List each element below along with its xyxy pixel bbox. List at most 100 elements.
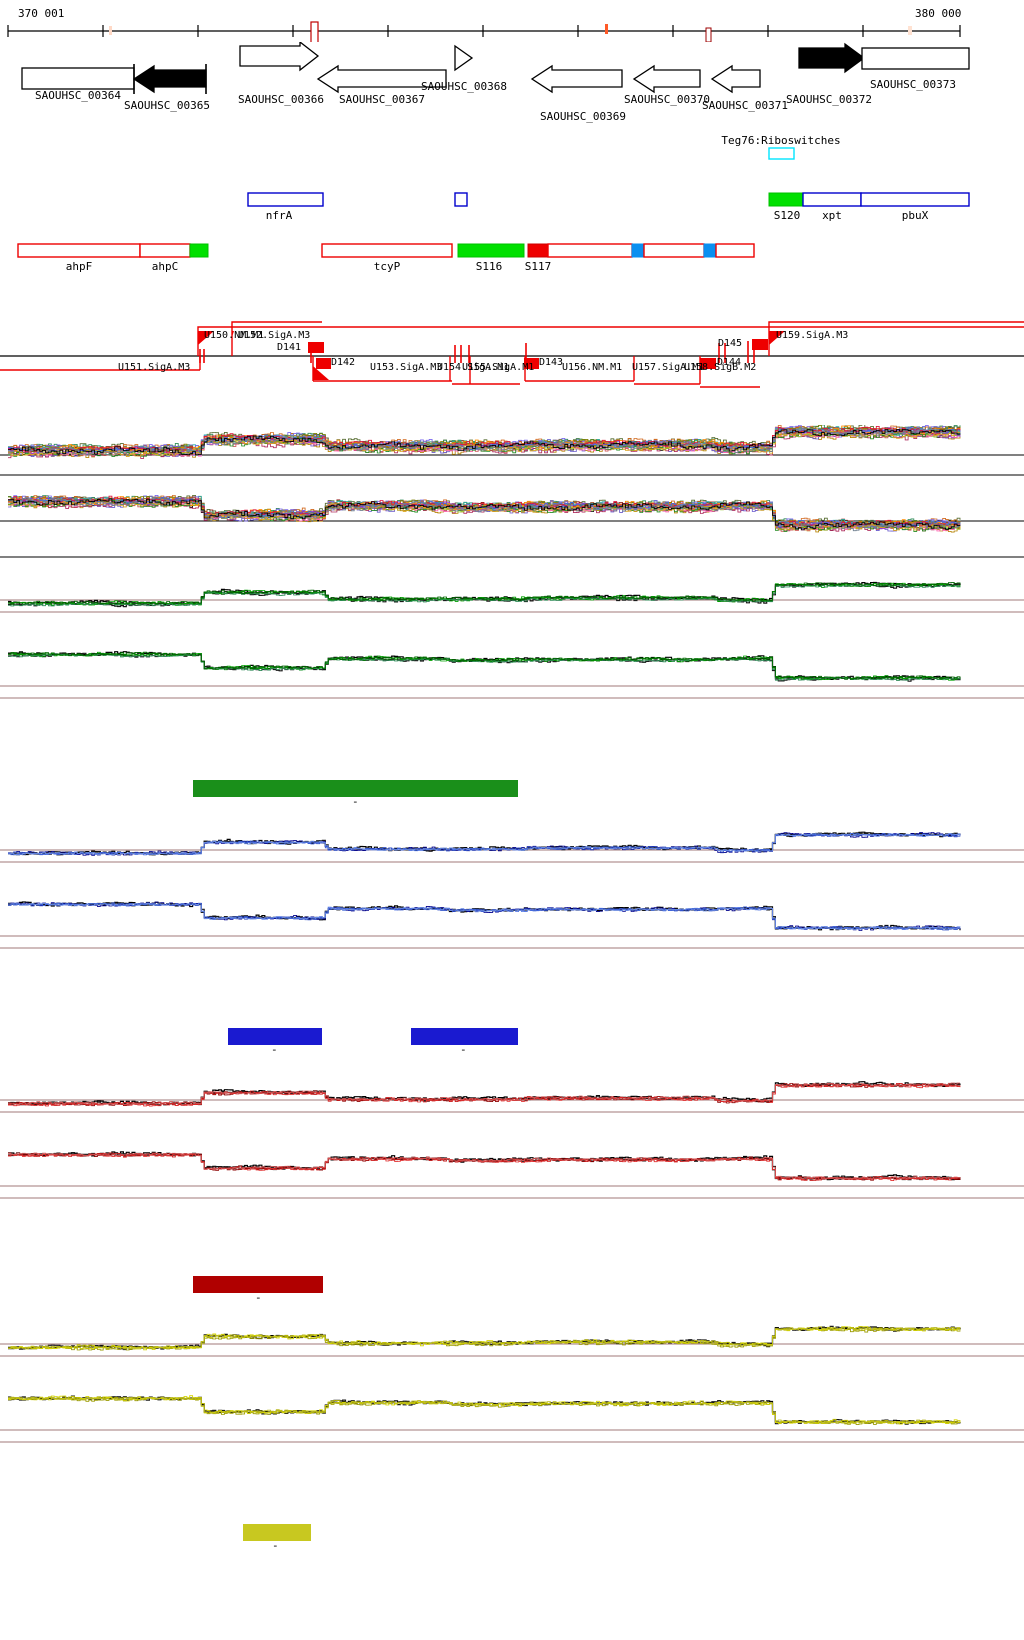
cds-track: SAOUHSC_00364 SAOUHSC_00365 SAOUHSC_0036… — [0, 42, 1024, 122]
gene-SAOUHSC_00369 — [530, 64, 623, 94]
feature-label-tcyP: tcyP — [373, 260, 401, 273]
riboswitch-label: Teg76:Riboswitches — [721, 134, 841, 147]
blue-condition-plot — [0, 831, 1024, 949]
feature-label-S116: S116 — [475, 260, 503, 273]
yellow-marker-label: - — [272, 1539, 279, 1552]
term-block-D144 — [700, 358, 716, 369]
red-condition-plot — [0, 1081, 1024, 1199]
riboswitch-box[interactable] — [0, 147, 1024, 163]
term-label-D142: D142 — [331, 357, 356, 368]
gene-SAOUHSC_00371 — [710, 64, 761, 94]
term-label-D145: D145 — [718, 338, 743, 349]
feature-green-blocklet-1 — [189, 243, 209, 258]
feature-xpt — [802, 192, 862, 207]
red-condition-marker[interactable]: - — [0, 1276, 1024, 1304]
feature-red-blocklet-1 — [547, 243, 633, 258]
term-label-D144: D144 — [717, 357, 742, 368]
term-label-D141: D141 — [277, 342, 302, 353]
gene-label-SAOUHSC_00367: SAOUHSC_00367 — [338, 93, 426, 106]
gene-SAOUHSC_00370 — [632, 64, 701, 94]
tss-label-U152: U152.SigA.M3 — [238, 330, 311, 341]
green-marker-bar[interactable] — [0, 780, 1024, 808]
feature-label-xpt: xpt — [822, 209, 842, 222]
red-marker-label: - — [255, 1291, 262, 1304]
tss-label-U155: U155.SigA.M1 — [462, 362, 535, 373]
gene-label-SAOUHSC_00365: SAOUHSC_00365 — [123, 99, 211, 112]
gene-label-SAOUHSC_00364: SAOUHSC_00364 — [34, 89, 122, 102]
coord-end-label: 380 000 — [915, 7, 962, 20]
tick-mark-red-1 — [310, 21, 319, 42]
gene-SAOUHSC_00368 — [454, 44, 474, 72]
ncrna-track: nfrA S120 xpt pbuX — [0, 190, 1024, 230]
gene-label-SAOUHSC_00369: SAOUHSC_00369 — [539, 110, 627, 123]
gene-SAOUHSC_00372 — [798, 42, 866, 74]
term-block-D145 — [752, 339, 768, 350]
riboswitch-track: Teg76:Riboswitches — [0, 130, 1024, 165]
term-label-D143: D143 — [539, 357, 564, 368]
feature-ahpC — [139, 243, 191, 258]
red-condition-panel — [0, 1078, 1024, 1223]
green-condition-plot — [0, 581, 1024, 699]
term-block-D141 — [308, 342, 324, 353]
green-marker-label: - — [352, 795, 359, 808]
gene-SAOUHSC_00364 — [21, 67, 135, 90]
blue-condition-markers[interactable]: - - — [0, 1028, 1024, 1056]
term-block-D142 — [316, 358, 331, 369]
ruler-axis — [7, 21, 961, 42]
tss-label-U154: U154.SigA.M1 — [437, 362, 510, 373]
gene-label-SAOUHSC_00372: SAOUHSC_00372 — [785, 93, 873, 106]
operon-track: ahpF ahpC tcyP S116 S117 — [0, 242, 1024, 282]
gene-label-SAOUHSC_00368: SAOUHSC_00368 — [420, 80, 508, 93]
yellow-condition-marker[interactable]: - — [0, 1524, 1024, 1552]
gene-SAOUHSC_00367 — [316, 64, 447, 94]
gene-SAOUHSC_00373 — [861, 47, 970, 70]
all-conditions-plot — [0, 425, 1024, 558]
cds-shapes — [21, 42, 970, 94]
tss-label-U159: U159.SigA.M3 — [776, 330, 849, 341]
tick-mark-pale-2 — [908, 26, 912, 35]
yellow-condition-plot — [0, 1325, 1024, 1443]
red-marker-bar[interactable] — [0, 1276, 1024, 1304]
blue-marker-label-2: - — [460, 1043, 467, 1056]
feature-ahpF — [17, 243, 141, 258]
feature-S120 — [768, 192, 804, 207]
tss-flag-U150 — [198, 331, 214, 345]
tick-mark-pale-1 — [109, 26, 112, 35]
tss-label-U157: U157.SigA.M1 — [632, 362, 705, 373]
ncrna-shapes — [247, 192, 970, 207]
feature-label-S120: S120 — [773, 209, 801, 222]
green-condition-marker[interactable]: - — [0, 780, 1024, 808]
feature-S117 — [527, 243, 549, 258]
feature-nfrA — [247, 192, 324, 207]
feature-label-ahpC: ahpC — [151, 260, 179, 273]
all-conditions-panel — [0, 425, 1024, 570]
tss-flag-U151 — [313, 366, 329, 380]
tss-label-U158: U158.SigB.M2 — [684, 362, 757, 373]
tss-shapes — [0, 321, 1024, 388]
gene-label-SAOUHSC_00366: SAOUHSC_00366 — [237, 93, 325, 106]
tss-flag-U152 — [232, 331, 234, 337]
feature-red-blocklet-3 — [715, 243, 755, 258]
green-condition-panel — [0, 578, 1024, 723]
feature-label-ahpF: ahpF — [65, 260, 93, 273]
blue-marker-bars[interactable] — [0, 1028, 1024, 1056]
feature-label-pbuX: pbuX — [901, 209, 929, 222]
feature-tcyP — [321, 243, 453, 258]
feature-blue-blocklet-1 — [631, 243, 645, 258]
tss-label-U156: U156.NM.M1 — [562, 362, 623, 373]
tss-label-U153: U153.SigA.M3 — [370, 362, 443, 373]
feature-pbuX — [860, 192, 970, 207]
coord-start-label: 370 001 — [18, 7, 65, 20]
tick-mark-red-2 — [605, 24, 608, 34]
gene-label-SAOUHSC_00371: SAOUHSC_00371 — [701, 99, 789, 112]
tss-label-U151: U151.SigA.M3 — [118, 362, 191, 373]
blue-marker-label-1: - — [271, 1043, 278, 1056]
feature-S116 — [457, 243, 525, 258]
term-block-D143 — [524, 358, 539, 369]
feature-blue-blocklet-2 — [703, 243, 717, 258]
gene-SAOUHSC_00365 — [132, 64, 207, 94]
coordinate-ruler: 370 001 380 000 — [0, 0, 1024, 42]
gene-label-SAOUHSC_00373: SAOUHSC_00373 — [869, 78, 957, 91]
tick-mark-red-3 — [705, 27, 712, 42]
yellow-marker-bar[interactable] — [0, 1524, 1024, 1552]
